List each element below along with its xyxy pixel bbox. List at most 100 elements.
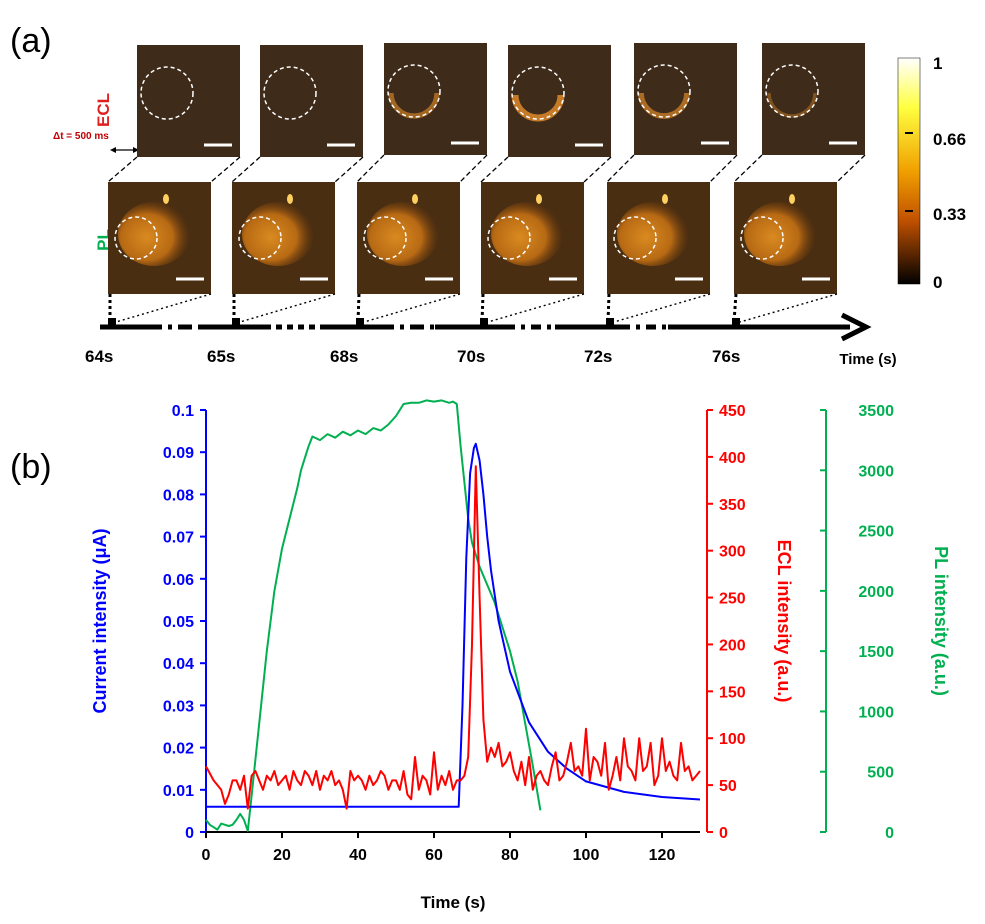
pl-image-tile	[607, 182, 710, 294]
ecl-emission-arc	[638, 92, 690, 119]
colorbar-tick-label: 0.33	[933, 205, 966, 224]
roi-circle	[613, 216, 657, 260]
ecl-y-axis-title: ECL intensity (a.u.)	[774, 540, 794, 703]
connector-line	[606, 154, 635, 183]
bright-spot	[789, 194, 795, 204]
droplet	[367, 202, 439, 266]
x-tick-label: 40	[349, 847, 367, 864]
timeline-label: 70s	[457, 347, 485, 366]
timeline-tick	[606, 318, 614, 326]
pl-image-tile	[232, 182, 335, 294]
connector-line	[356, 293, 361, 323]
panel-a-label: (a)	[10, 22, 52, 60]
connector-line	[239, 293, 336, 323]
ecl-y-tick-label: 150	[719, 684, 746, 701]
connector-line	[107, 156, 138, 183]
left-y-tick-label: 0.08	[163, 487, 194, 504]
x-axis-title: Time (s)	[421, 893, 486, 912]
roi-circle	[740, 216, 784, 260]
roi-circle	[765, 64, 819, 118]
droplet	[744, 202, 816, 266]
dt-arrow	[110, 147, 139, 153]
x-tick-label: 120	[649, 847, 676, 864]
timeline-tick	[108, 318, 116, 326]
connector-line	[733, 154, 763, 183]
ecl-image-tile	[260, 45, 363, 157]
pl-y-tick-label: 500	[867, 765, 894, 782]
connector-line	[732, 293, 738, 323]
left-y-tick-label: 0.03	[163, 698, 194, 715]
pl-y-tick-label: 0	[885, 825, 894, 842]
pl-y-tick-label: 2500	[858, 524, 894, 541]
timeline-label: 68s	[330, 347, 358, 366]
left-y-tick-label: 0.09	[163, 445, 194, 462]
droplet	[617, 202, 689, 266]
timeline-tick	[232, 318, 240, 326]
ecl-y-tick-label: 350	[719, 497, 746, 514]
ecl-series-line	[205, 465, 701, 810]
left-y-tick-label: 0.01	[163, 783, 194, 800]
pl-image-tile	[734, 182, 837, 294]
roi-circle	[511, 66, 565, 120]
pl-y-tick-label: 3000	[858, 463, 894, 480]
connector-line	[836, 154, 866, 183]
roi-circle	[140, 66, 194, 120]
ecl-image-tile	[634, 43, 737, 155]
connector-line	[459, 154, 488, 183]
timeline-label: 76s	[712, 347, 740, 366]
roi-circle	[238, 216, 282, 260]
chart-b: 0 0.01 0.02 0.03 0.04 0.05 0.06 0.07 0.08 0.09 0.1…	[90, 399, 951, 912]
pl-y-tick-label: 1000	[858, 704, 894, 721]
connector-line	[334, 156, 364, 183]
connector-line	[480, 156, 509, 183]
ecl-row-label: ECL	[94, 93, 113, 127]
ecl-y-tick-label: 300	[719, 544, 746, 561]
droplet	[118, 202, 190, 266]
ecl-image-tile	[508, 45, 611, 157]
connector-line	[363, 293, 461, 323]
ecl-emission-arc	[767, 92, 817, 118]
ecl-y-tick-label: 50	[719, 778, 737, 795]
roi-circle	[263, 66, 317, 120]
x-tick-label: 60	[425, 847, 443, 864]
connector-line	[356, 154, 385, 183]
timeline-label: 64s	[85, 347, 113, 366]
roi-circle	[387, 64, 441, 118]
connector-line	[739, 293, 838, 323]
connector-line	[231, 156, 261, 183]
timeline-axis-title: Time (s)	[839, 351, 896, 368]
ecl-y-tick-label: 250	[719, 591, 746, 608]
ecl-y-tick-label: 200	[719, 637, 746, 654]
left-y-tick-label: 0.02	[163, 741, 194, 758]
connector-line	[487, 293, 585, 323]
left-y-tick-label: 0	[185, 825, 194, 842]
roi-circle	[487, 216, 531, 260]
colorbar-gradient	[897, 57, 921, 285]
x-tick-label: 0	[202, 847, 211, 864]
connector-line	[480, 293, 485, 323]
colorbar-tick-label: 0	[933, 273, 942, 292]
pl-series-line	[205, 399, 542, 832]
image-tiles	[107, 43, 866, 326]
ecl-y-tick-label: 0	[719, 825, 728, 842]
bright-spot	[287, 194, 293, 204]
timeline-tick	[732, 318, 740, 326]
connector-line	[606, 293, 611, 323]
timeline-label: 72s	[584, 347, 612, 366]
roi-circle	[363, 216, 407, 260]
ecl-image-tile	[384, 43, 487, 155]
pl-image-tile	[357, 182, 460, 294]
timeline-tick	[480, 318, 488, 326]
dt-label: Δt = 500 ms	[53, 131, 109, 142]
timeline-labels: 64s 65s 68s 70s 72s 76s	[85, 347, 740, 366]
ecl-y-tick-label: 400	[719, 450, 746, 467]
pl-y-tick-label: 3500	[858, 403, 894, 420]
current-series-line	[206, 442, 701, 808]
droplet	[491, 202, 563, 266]
connector-line	[115, 293, 212, 323]
left-y-axis-title: Current intensity (μA)	[90, 528, 110, 713]
connector-line	[210, 156, 241, 183]
bright-spot	[163, 194, 169, 204]
pl-image-tile	[108, 182, 211, 294]
